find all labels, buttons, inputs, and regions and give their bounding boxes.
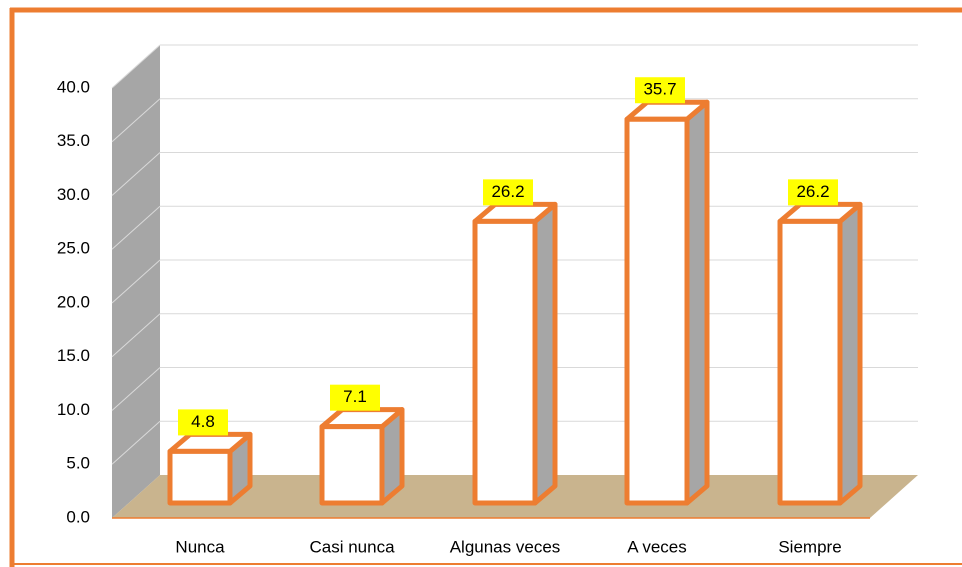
bar xyxy=(472,201,558,506)
value-label-box xyxy=(635,77,685,104)
grid-line-side xyxy=(111,420,161,465)
bar-side xyxy=(837,201,863,506)
y-tick-label: 35.0 xyxy=(57,131,90,150)
grid-line-side xyxy=(111,367,161,411)
y-tick-label: 20.0 xyxy=(57,292,90,311)
grid-line-side xyxy=(111,152,161,196)
grid-line-side xyxy=(111,98,161,143)
bar-front xyxy=(167,448,233,506)
bar-side xyxy=(532,201,558,506)
value-label: 26.2 xyxy=(796,182,829,201)
bar-front xyxy=(777,218,843,506)
y-tick-label: 40.0 xyxy=(57,77,90,96)
value-label-box xyxy=(178,409,228,436)
x-tick-label: Casi nunca xyxy=(309,537,395,556)
x-tick-label: A veces xyxy=(627,537,687,556)
y-tick-label: 0.0 xyxy=(66,507,90,526)
value-label-box xyxy=(330,384,380,411)
bar-front xyxy=(624,116,690,506)
bar xyxy=(777,201,863,506)
value-label: 7.1 xyxy=(343,387,367,406)
x-tick-label: Algunas veces xyxy=(450,537,561,556)
value-label-box xyxy=(788,179,838,206)
value-label-box xyxy=(483,179,533,206)
bar xyxy=(167,431,253,506)
bar xyxy=(624,99,710,506)
grid-line-side xyxy=(111,44,161,89)
y-tick-label: 30.0 xyxy=(57,185,90,204)
grid-line-side xyxy=(111,205,161,250)
bar-side xyxy=(684,99,710,506)
y-tick-label: 25.0 xyxy=(57,239,90,258)
x-tick-label: Siempre xyxy=(778,537,841,556)
grid-line-side xyxy=(111,313,161,358)
bar xyxy=(319,407,405,506)
value-label: 35.7 xyxy=(643,80,676,99)
y-tick-label: 10.0 xyxy=(57,400,90,419)
bar-front xyxy=(319,424,385,506)
value-label: 26.2 xyxy=(491,182,524,201)
value-label: 4.8 xyxy=(191,412,215,431)
y-tick-label: 5.0 xyxy=(66,454,90,473)
grid-line-side xyxy=(111,259,161,304)
x-tick-label: Nunca xyxy=(175,537,225,556)
y-tick-label: 15.0 xyxy=(57,346,90,365)
bar-front xyxy=(472,218,538,506)
